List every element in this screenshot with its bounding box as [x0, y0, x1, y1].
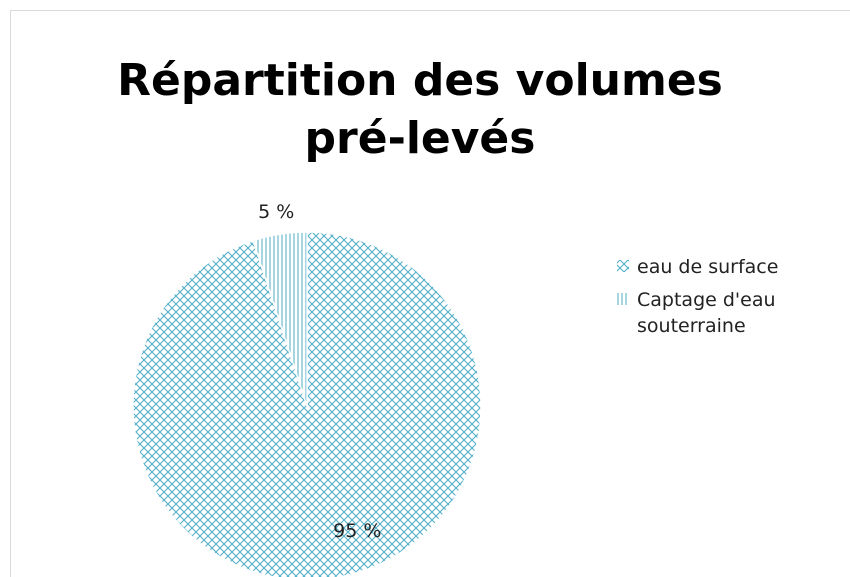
data-label: 5 %: [258, 200, 295, 223]
legend-swatch: [617, 260, 629, 272]
legend-label: Captage d'eau souterraine: [637, 289, 776, 337]
legend-swatch: [617, 293, 629, 305]
pie-slice: [252, 231, 308, 407]
chart-title: Répartition des volumes pré-levés: [117, 55, 723, 164]
data-label: 95 %: [333, 519, 382, 542]
chart-border: [10, 10, 850, 577]
legend-label: eau de surface: [637, 256, 779, 278]
pie-slice: [132, 231, 482, 577]
